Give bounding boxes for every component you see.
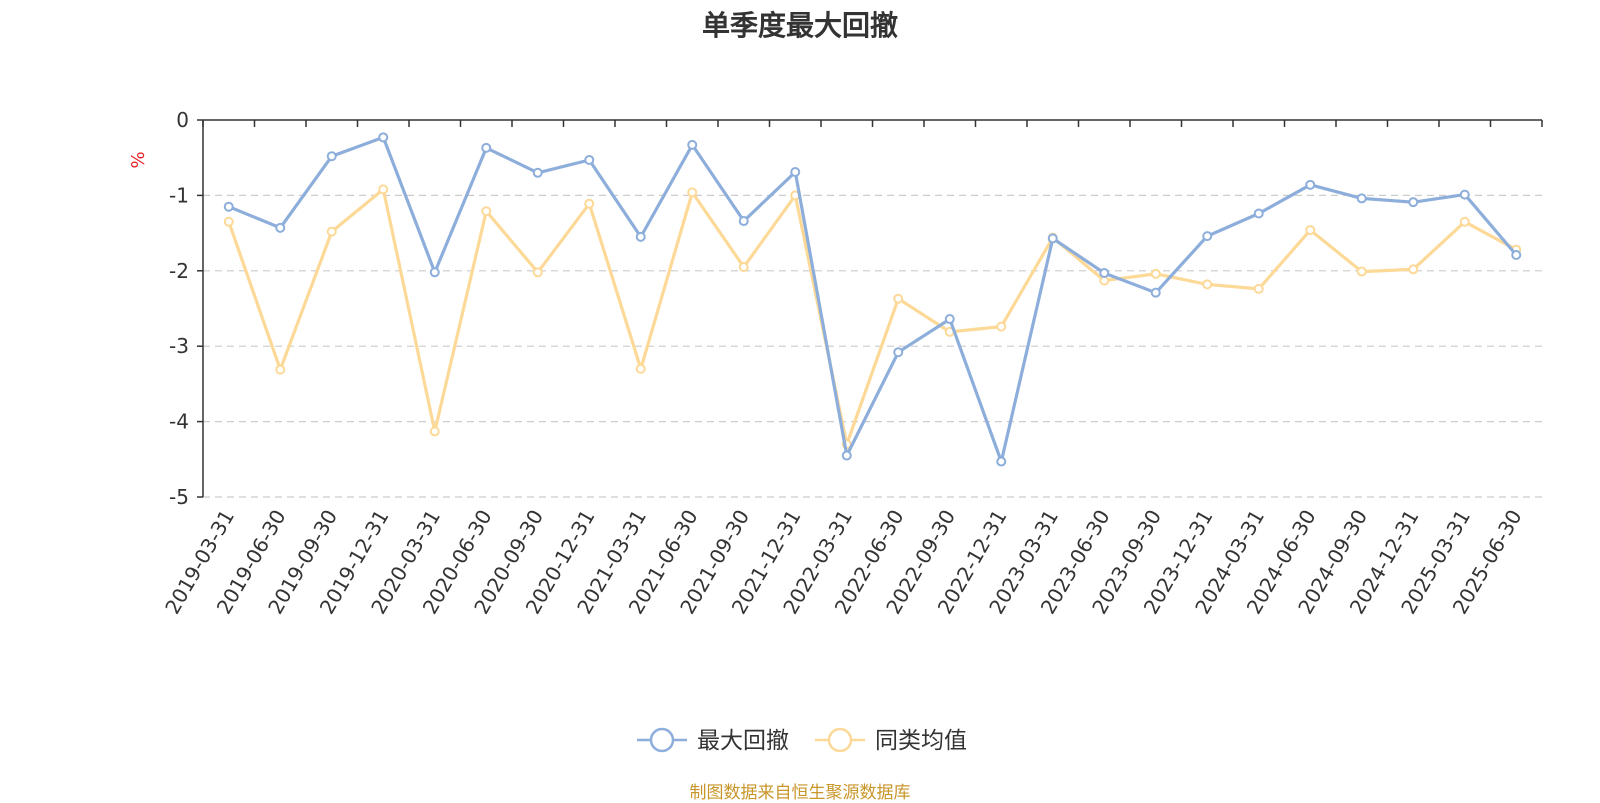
data-point — [841, 450, 852, 461]
y-tick-label: -4 — [169, 410, 189, 434]
data-point — [1408, 264, 1419, 275]
data-point — [326, 226, 337, 237]
data-point — [1150, 287, 1161, 298]
data-point — [326, 151, 337, 162]
data-point — [790, 167, 801, 178]
data-point — [1305, 225, 1316, 236]
legend-swatch-marker — [827, 727, 853, 753]
data-point — [1356, 266, 1367, 277]
y-tick-label: -1 — [169, 183, 189, 207]
data-point — [996, 321, 1007, 332]
legend-swatch-marker — [649, 727, 675, 753]
y-tick-label: 0 — [176, 108, 189, 132]
data-point — [1202, 279, 1213, 290]
y-tick-label: -2 — [169, 259, 189, 283]
data-point — [635, 363, 646, 374]
y-tick-label: -3 — [169, 334, 189, 358]
data-point — [1253, 283, 1264, 294]
data-point — [1047, 233, 1058, 244]
data-point — [1099, 268, 1110, 279]
data-point — [481, 142, 492, 153]
y-axis-unit-label: % — [128, 151, 149, 168]
y-tick-label: -5 — [169, 485, 189, 509]
data-point — [429, 426, 440, 437]
data-point — [1459, 216, 1470, 227]
series-line-0 — [228, 135, 1518, 464]
chart-title: 单季度最大回撤 — [701, 9, 898, 42]
data-point — [1356, 193, 1367, 204]
data-point — [944, 314, 955, 325]
data-point — [996, 456, 1007, 467]
data-point — [893, 347, 904, 358]
legend-label: 最大回撤 — [697, 728, 789, 754]
series-lines — [223, 132, 1522, 467]
grid-lines — [203, 194, 1542, 498]
data-point — [275, 364, 286, 375]
data-point — [1408, 197, 1419, 208]
data-point — [584, 198, 595, 209]
data-point — [584, 154, 595, 165]
data-point — [1459, 189, 1470, 200]
legend[interactable]: 最大回撤 同类均值 — [637, 727, 967, 754]
data-point — [532, 167, 543, 178]
data-point — [893, 293, 904, 304]
data-point — [1150, 268, 1161, 279]
data-point — [223, 216, 234, 227]
data-point — [223, 201, 234, 212]
data-point — [687, 187, 698, 198]
data-point — [1305, 179, 1316, 190]
data-point — [738, 262, 749, 273]
series-line-1 — [227, 187, 1518, 446]
data-point — [481, 206, 492, 217]
data-point — [738, 216, 749, 227]
data-point — [429, 267, 440, 278]
data-point — [532, 267, 543, 278]
axes: 0-1-2-3-4-52019-03-312019-06-302019-09-3… — [160, 108, 1543, 618]
data-point — [275, 222, 286, 233]
data-point — [378, 132, 389, 143]
data-point — [635, 231, 646, 242]
legend-label: 同类均值 — [875, 728, 967, 754]
data-point — [687, 139, 698, 150]
data-point — [1511, 249, 1522, 260]
data-point — [1253, 208, 1264, 219]
data-point — [1202, 231, 1213, 242]
data-point — [378, 184, 389, 195]
data-source-note: 制图数据来自恒生聚源数据库 — [689, 783, 911, 803]
